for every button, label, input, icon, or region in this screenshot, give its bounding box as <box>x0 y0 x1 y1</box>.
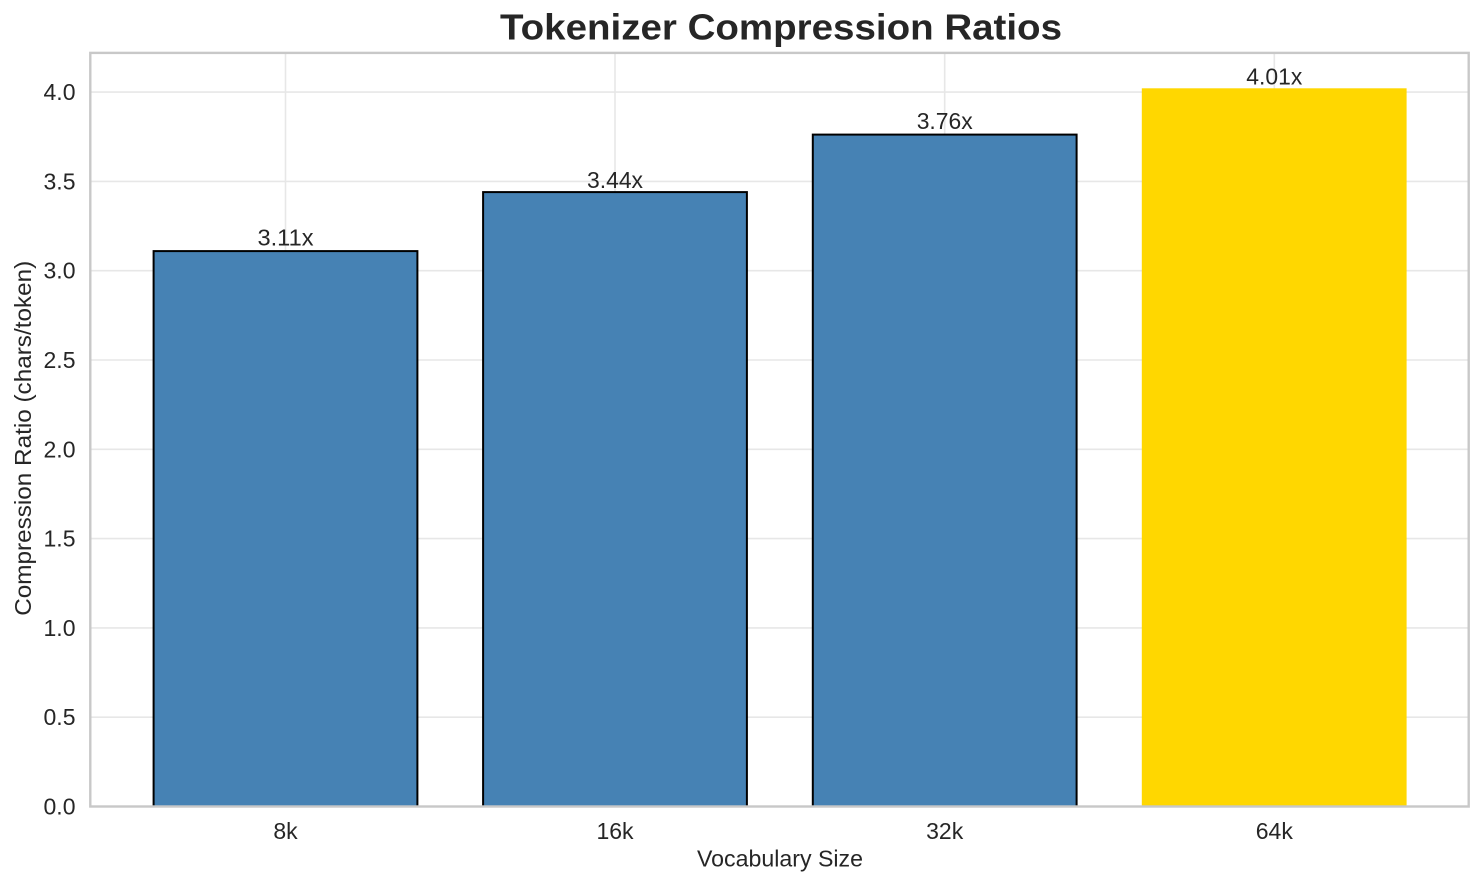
svg-text:1.5: 1.5 <box>44 526 76 552</box>
svg-text:8k: 8k <box>273 818 298 844</box>
svg-text:2.0: 2.0 <box>44 436 76 462</box>
svg-text:32k: 32k <box>926 818 964 844</box>
svg-text:3.44x: 3.44x <box>587 167 643 193</box>
svg-text:64k: 64k <box>1256 818 1294 844</box>
svg-text:2.5: 2.5 <box>44 347 76 373</box>
svg-text:3.76x: 3.76x <box>917 108 973 134</box>
svg-text:0.5: 0.5 <box>44 704 76 730</box>
svg-text:3.5: 3.5 <box>44 168 76 194</box>
svg-text:4.01x: 4.01x <box>1246 64 1302 90</box>
svg-text:3.11x: 3.11x <box>258 225 315 251</box>
svg-text:0.0: 0.0 <box>44 794 76 820</box>
svg-text:3.0: 3.0 <box>44 258 76 284</box>
svg-text:Compression Ratio (chars/token: Compression Ratio (chars/token) <box>10 261 36 616</box>
svg-text:16k: 16k <box>596 818 634 844</box>
svg-text:Tokenizer Compression Ratios: Tokenizer Compression Ratios <box>500 7 1062 48</box>
svg-text:Vocabulary Size: Vocabulary Size <box>697 845 863 871</box>
svg-text:1.0: 1.0 <box>44 615 76 641</box>
svg-text:4.0: 4.0 <box>44 79 76 105</box>
